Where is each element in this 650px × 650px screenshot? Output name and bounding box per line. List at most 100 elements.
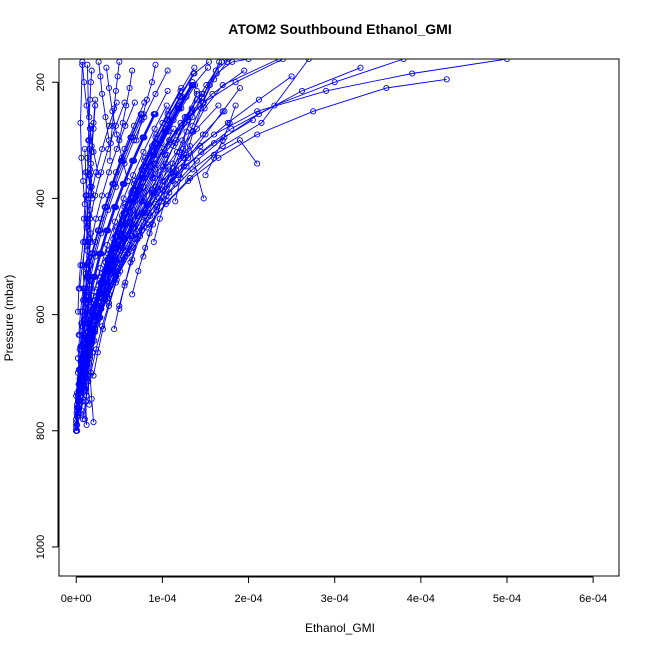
- profile-series: [83, 111, 144, 280]
- data-point: [97, 73, 104, 80]
- data-point: [130, 221, 137, 228]
- data-point: [298, 87, 306, 94]
- data-point: [90, 372, 97, 379]
- data-point: [94, 227, 101, 234]
- data-point: [91, 337, 98, 344]
- data-point: [163, 192, 170, 199]
- data-point: [85, 378, 92, 385]
- data-point: [86, 145, 93, 153]
- series-line: [86, 114, 142, 277]
- data-point: [81, 416, 88, 423]
- data-point: [79, 343, 86, 350]
- data-point: [99, 326, 106, 333]
- data-point: [112, 87, 119, 94]
- data-point: [228, 125, 235, 132]
- data-point: [114, 73, 121, 80]
- data-point: [120, 244, 127, 251]
- data-point: [215, 102, 222, 109]
- series-line: [98, 61, 110, 141]
- data-point: [130, 186, 138, 193]
- data-point: [142, 175, 149, 182]
- data-point: [86, 326, 94, 333]
- data-point: [117, 157, 125, 164]
- data-point: [177, 175, 184, 182]
- data-point: [241, 67, 248, 74]
- series-line: [80, 114, 144, 324]
- data-point: [111, 218, 119, 225]
- data-point: [310, 108, 317, 115]
- data-point: [199, 131, 206, 138]
- series-line: [80, 154, 168, 411]
- data-point: [198, 148, 205, 155]
- series-line: [106, 96, 187, 283]
- series-line: [153, 61, 228, 243]
- data-point: [132, 186, 139, 193]
- data-point: [88, 183, 95, 190]
- data-point: [189, 108, 196, 115]
- data-point: [164, 87, 171, 94]
- data-point: [171, 169, 178, 176]
- data-point: [83, 273, 90, 280]
- data-point: [191, 70, 198, 77]
- series-line: [81, 61, 100, 176]
- data-point: [81, 297, 88, 304]
- data-point: [141, 163, 148, 170]
- data-point: [138, 198, 145, 205]
- data-point: [79, 378, 86, 385]
- x-axis-label: Ethanol_GMI: [305, 621, 375, 635]
- data-point: [219, 137, 226, 144]
- data-point: [130, 157, 138, 164]
- series-line: [80, 114, 155, 347]
- data-point: [152, 61, 159, 68]
- data-point: [74, 308, 82, 315]
- data-point: [167, 175, 175, 182]
- data-point: [130, 172, 137, 179]
- data-point: [150, 189, 157, 196]
- data-point: [140, 148, 147, 155]
- data-point: [82, 349, 89, 356]
- data-point: [90, 419, 97, 426]
- data-point: [201, 105, 208, 112]
- data-point: [169, 169, 176, 176]
- data-point: [173, 137, 180, 144]
- data-point: [121, 209, 128, 216]
- series-line: [118, 70, 133, 141]
- profile-series: [77, 111, 157, 350]
- x-axis: 0e+00 1e-04 2e-04 3e-04 4e-04 5e-04 6e-04: [61, 576, 607, 605]
- data-point: [123, 102, 130, 109]
- data-point: [99, 90, 106, 97]
- data-point: [78, 320, 85, 327]
- data-point: [95, 172, 102, 179]
- data-point: [105, 302, 113, 309]
- data-point: [86, 125, 94, 132]
- plot-frame: [58, 58, 620, 577]
- series-line: [174, 61, 220, 202]
- data-point: [145, 221, 152, 228]
- data-point: [105, 227, 112, 234]
- profile-series: [111, 163, 172, 333]
- data-point: [193, 96, 200, 103]
- data-point: [76, 366, 83, 373]
- series-line: [86, 70, 94, 199]
- data-point: [122, 279, 129, 286]
- profile-series: [169, 87, 200, 176]
- data-point: [86, 114, 93, 121]
- data-point: [147, 163, 154, 170]
- data-point: [118, 221, 125, 228]
- data-point: [83, 215, 90, 222]
- data-point: [113, 276, 120, 283]
- data-point: [155, 186, 162, 193]
- data-point: [179, 93, 186, 100]
- data-point: [153, 151, 160, 158]
- data-point: [104, 241, 111, 248]
- data-point: [197, 143, 204, 150]
- series-line: [78, 102, 136, 335]
- data-point: [258, 119, 265, 126]
- data-point: [152, 111, 159, 118]
- data-point: [236, 137, 243, 144]
- series-line: [79, 102, 125, 289]
- data-point: [124, 177, 131, 185]
- data-point: [188, 105, 195, 112]
- data-point: [189, 114, 196, 121]
- data-point: [129, 67, 136, 74]
